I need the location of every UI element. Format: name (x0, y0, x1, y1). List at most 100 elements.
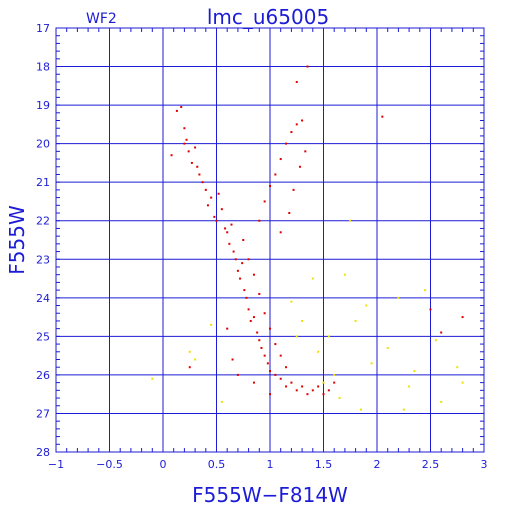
y-tick-label: 22 (36, 215, 50, 228)
data-point (242, 239, 245, 241)
data-point (230, 223, 233, 226)
data-point (215, 219, 218, 222)
data-point (279, 354, 282, 357)
data-point (285, 366, 288, 369)
data-point (224, 227, 227, 230)
data-point (274, 373, 277, 376)
data-point (354, 319, 357, 322)
data-point (338, 397, 341, 400)
data-point (311, 389, 314, 392)
data-point (301, 319, 304, 322)
data-point (424, 289, 427, 292)
x-tick-label: −1 (48, 458, 64, 471)
data-point (343, 273, 346, 276)
x-tick-label: 0 (160, 458, 167, 471)
data-point (236, 269, 239, 272)
data-point (327, 335, 330, 338)
x-axis-label: F555W−F814W (192, 483, 348, 507)
data-point (413, 370, 416, 373)
data-point (292, 188, 295, 191)
chart-title: lmc_u65005 (207, 5, 329, 29)
data-point (397, 296, 400, 299)
data-point (194, 146, 197, 149)
y-tick-label: 20 (36, 138, 50, 151)
data-point (234, 258, 237, 261)
data-point (317, 350, 320, 353)
data-point (258, 219, 261, 222)
data-point (279, 377, 282, 380)
y-tick-label: 24 (36, 292, 50, 305)
chart-subtitle: WF2 (86, 11, 117, 27)
y-tick-label: 17 (36, 22, 50, 35)
data-point (243, 289, 246, 292)
data-point (370, 362, 373, 365)
data-point (236, 373, 239, 376)
grid (55, 27, 485, 453)
data-point (317, 385, 320, 388)
data-point (198, 173, 201, 176)
data-point (231, 358, 234, 361)
data-point (260, 346, 263, 349)
data-point (220, 208, 223, 211)
y-tick-label: 27 (36, 407, 50, 420)
x-tick-label: 3 (481, 458, 488, 471)
data-point (263, 312, 266, 315)
data-point (252, 273, 255, 276)
data-point (381, 115, 384, 118)
data-point (285, 142, 288, 145)
y-tick-label: 19 (36, 99, 50, 112)
data-point (311, 277, 314, 280)
data-point (461, 381, 464, 384)
data-point (252, 381, 255, 384)
x-tick-label: −0.5 (96, 458, 123, 471)
data-point (322, 381, 325, 384)
data-point (333, 373, 336, 376)
data-point (263, 354, 266, 357)
data-points (151, 65, 464, 411)
data-point (226, 231, 229, 234)
data-point (190, 161, 193, 164)
y-tick-label: 25 (36, 330, 50, 343)
data-point (210, 323, 213, 326)
data-point (258, 292, 261, 295)
data-point (185, 138, 188, 141)
data-point (290, 131, 293, 134)
data-point (269, 327, 271, 330)
data-point (196, 165, 199, 168)
data-point (175, 109, 178, 112)
x-tick-label: 2.5 (422, 458, 440, 471)
data-point (298, 165, 301, 168)
data-point (206, 204, 209, 207)
x-tick-label: 2 (374, 458, 381, 471)
data-point (386, 346, 389, 349)
data-point (188, 366, 191, 369)
data-point (274, 173, 277, 176)
y-axis-label: F555W (5, 205, 29, 275)
x-tick-label: 1.5 (315, 458, 333, 471)
data-point (256, 331, 259, 334)
y-tick-label: 28 (36, 446, 50, 459)
data-point (461, 316, 464, 319)
data-point (232, 250, 235, 253)
data-point (239, 277, 242, 280)
data-point (180, 106, 183, 109)
data-point (290, 381, 293, 384)
data-point (188, 350, 191, 353)
data-point (220, 400, 223, 403)
data-point (204, 188, 207, 191)
data-point (183, 142, 186, 145)
y-tick-label: 26 (36, 369, 50, 382)
data-point (285, 385, 288, 388)
data-point (365, 304, 368, 307)
data-point (304, 150, 307, 153)
data-point (440, 400, 443, 403)
data-point (295, 335, 298, 338)
data-point (429, 308, 432, 311)
data-point (301, 119, 304, 122)
data-point (241, 262, 244, 265)
data-point (279, 231, 282, 234)
data-point (402, 408, 405, 411)
data-point (201, 181, 204, 184)
data-point (290, 300, 293, 303)
